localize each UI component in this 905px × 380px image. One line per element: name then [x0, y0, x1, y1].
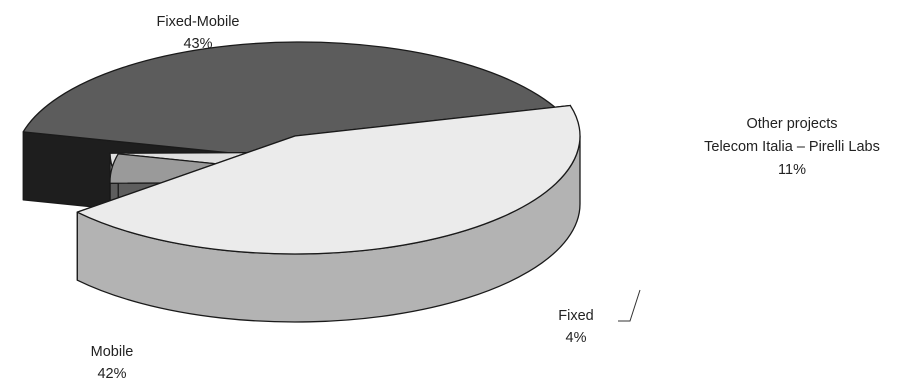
- slice-top: [76, 104, 581, 255]
- pie-slice-fixed-mobile: [76, 104, 581, 323]
- slice-value-text: 43%: [183, 36, 212, 52]
- slice-value-text: 11%: [778, 162, 806, 178]
- slice-value-text: 42%: [97, 366, 126, 380]
- slice-value-text: 4%: [566, 330, 587, 346]
- slice-name-text: Mobile: [91, 344, 134, 360]
- slice-label-other-projects-telecom-italia-pirelli-labs: Other projects Telecom Italia – Pirelli L…: [704, 116, 880, 178]
- slice-name-text: Other projects: [746, 116, 837, 132]
- slice-name-text: Telecom Italia – Pirelli Labs: [704, 139, 880, 155]
- leader-line: [618, 289, 641, 322]
- slice-name-text: Fixed-Mobile: [157, 14, 240, 30]
- slice-label-fixed-mobile: Fixed-Mobile 43%: [157, 14, 240, 52]
- slices-layer: [22, 41, 581, 323]
- slice-label-fixed: Fixed 4%: [558, 289, 641, 346]
- slice-name-text: Fixed: [558, 308, 593, 324]
- slice-label-mobile: Mobile 42%: [91, 344, 134, 380]
- labels-layer: Fixed-Mobile 43% Other projects Telecom Ita…: [91, 14, 880, 380]
